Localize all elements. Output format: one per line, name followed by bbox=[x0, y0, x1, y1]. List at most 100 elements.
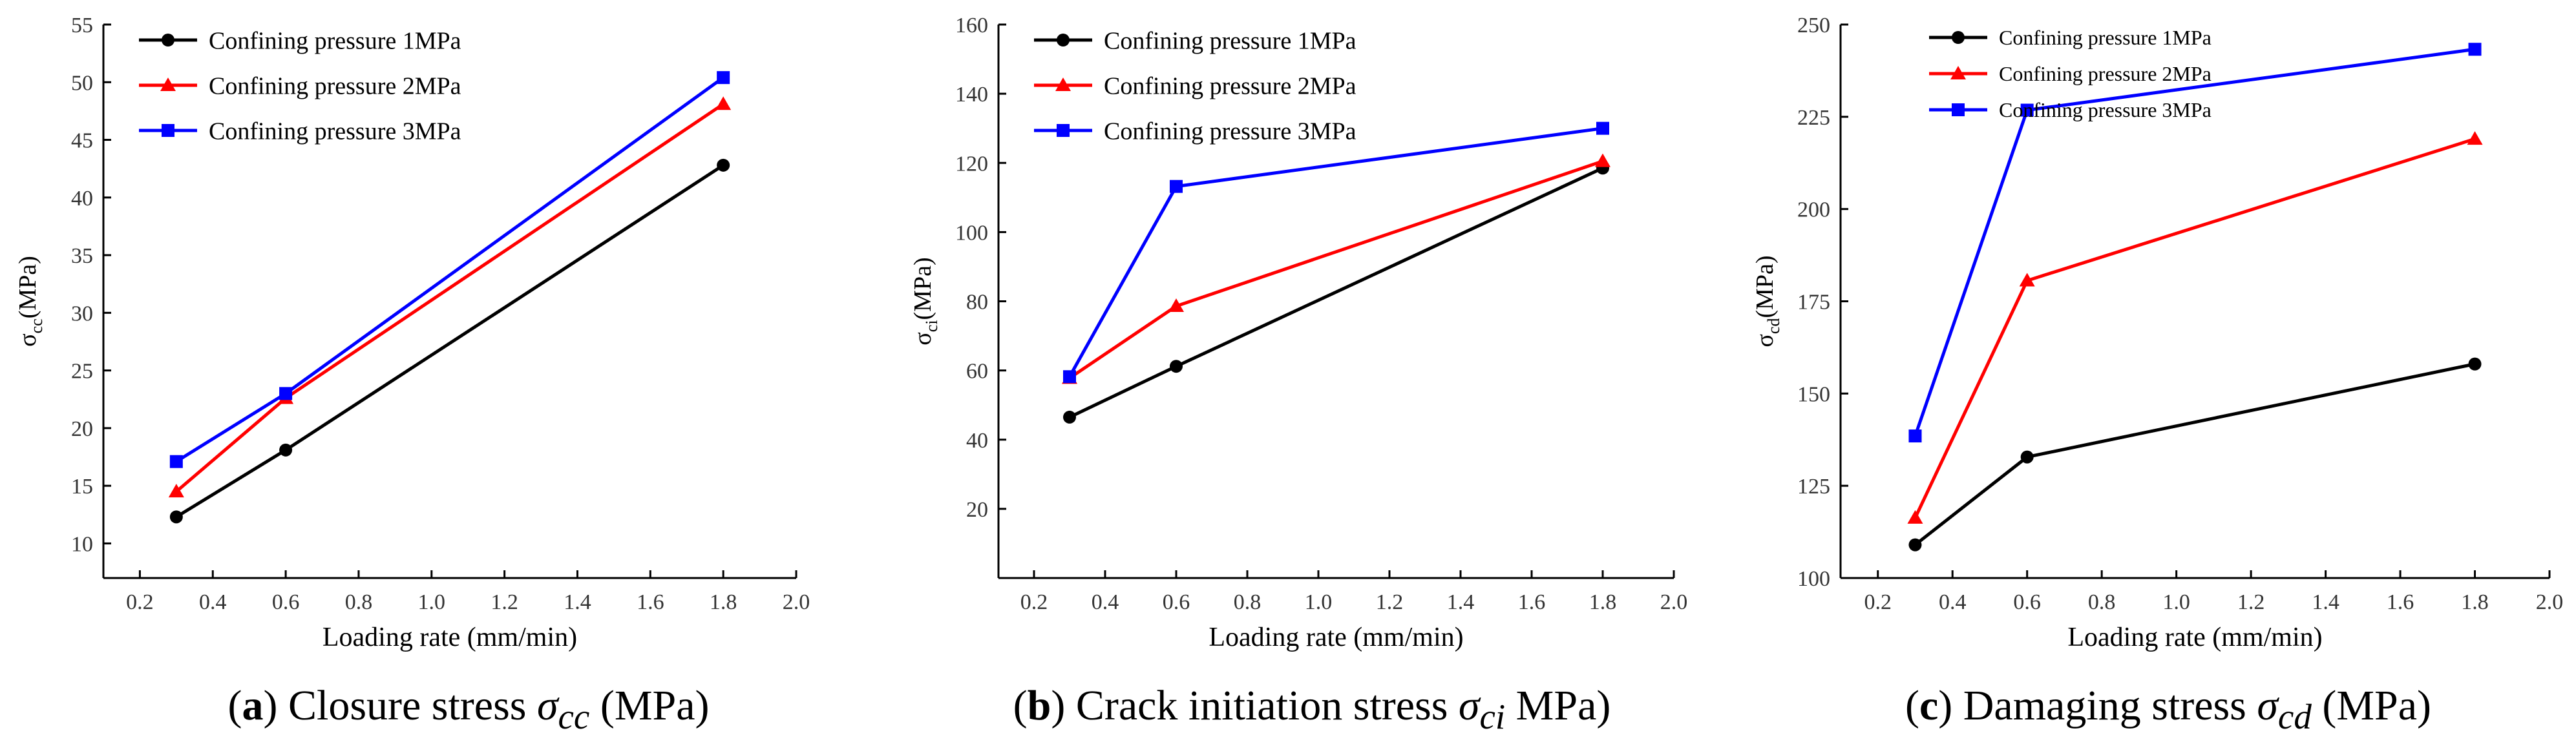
x-tick-label: 0.6 bbox=[272, 590, 300, 614]
x-tick-label: 1.6 bbox=[2387, 590, 2414, 614]
y-tick-label: 200 bbox=[1797, 198, 1830, 222]
x-tick-label: 0.8 bbox=[2088, 590, 2116, 614]
legend-label-2: Confining pressure 2MPa bbox=[1104, 72, 1357, 99]
data-point-series-1 bbox=[279, 443, 293, 457]
legend-marker bbox=[1057, 124, 1070, 137]
x-tick-label: 1.0 bbox=[1305, 590, 1333, 614]
y-tick-label: 20 bbox=[71, 417, 93, 441]
y-tick-label: 150 bbox=[1797, 382, 1830, 406]
series-line-1 bbox=[1068, 167, 1604, 419]
x-tick-label: 0.6 bbox=[1163, 590, 1190, 614]
legend-marker bbox=[162, 124, 174, 137]
data-point-series-1 bbox=[1170, 360, 1183, 373]
data-point-series-1 bbox=[2468, 357, 2482, 371]
y-tick-label: 45 bbox=[71, 129, 93, 153]
x-tick-label: 0.6 bbox=[2013, 590, 2041, 614]
data-point-series-3 bbox=[1596, 121, 1609, 135]
y-tick-label: 160 bbox=[955, 14, 988, 37]
x-tick-label: 1.8 bbox=[2461, 590, 2489, 614]
x-tick-label: 0.2 bbox=[1020, 590, 1048, 614]
data-point-series-1 bbox=[1063, 410, 1076, 424]
legend-marker bbox=[1950, 66, 1966, 79]
x-tick-label: 0.2 bbox=[1864, 590, 1892, 614]
data-point-series-2 bbox=[2019, 273, 2035, 287]
y-tick-label: 30 bbox=[71, 302, 93, 326]
legend-marker bbox=[162, 34, 174, 46]
x-axis-label: Loading rate (mm/min) bbox=[1209, 623, 1463, 652]
x-axis-label: Loading rate (mm/min) bbox=[2067, 623, 2322, 652]
y-axis-label: σcd(MPa) bbox=[1751, 255, 1783, 347]
data-point-series-3 bbox=[717, 71, 730, 85]
x-tick-label: 1.0 bbox=[418, 590, 446, 614]
x-tick-label: 1.4 bbox=[1447, 590, 1475, 614]
legend-marker bbox=[1952, 31, 1965, 44]
data-point-series-1 bbox=[2020, 450, 2034, 464]
legend-label-3: Confining pressure 3MPa bbox=[1104, 118, 1357, 145]
x-tick-label: 0.4 bbox=[199, 590, 227, 614]
data-point-series-2 bbox=[1907, 510, 1923, 524]
legend-label-3: Confining pressure 3MPa bbox=[209, 118, 461, 145]
caption-b: (b) Crack initiation stress σci MPa) bbox=[1013, 682, 1611, 737]
x-tick-label: 1.6 bbox=[1518, 590, 1546, 614]
x-tick-label: 0.4 bbox=[1939, 590, 1967, 614]
x-tick-label: 1.2 bbox=[1376, 590, 1404, 614]
data-point-series-2 bbox=[2467, 131, 2483, 145]
data-point-series-3 bbox=[1908, 429, 1922, 443]
y-tick-label: 175 bbox=[1797, 291, 1830, 315]
y-tick-label: 80 bbox=[966, 291, 988, 315]
y-tick-label: 50 bbox=[71, 71, 93, 95]
x-tick-label: 1.4 bbox=[2312, 590, 2339, 614]
data-point-series-2 bbox=[715, 96, 732, 110]
legend-marker bbox=[1055, 78, 1071, 91]
x-axis-label: Loading rate (mm/min) bbox=[322, 623, 577, 652]
legend-marker bbox=[160, 78, 176, 91]
data-point-series-2 bbox=[168, 484, 184, 498]
data-point-series-3 bbox=[279, 387, 293, 400]
data-point-series-3 bbox=[2468, 43, 2482, 56]
chart-a: 0.2 0.4 0.6 0.8 1.0 1.2 1.4 1.6 1.8 2.0 10 15 20 25 30… bbox=[14, 14, 810, 652]
y-tick-label: 100 bbox=[955, 221, 988, 245]
data-point-series-2 bbox=[1595, 153, 1610, 167]
x-tick-label: 0.8 bbox=[1234, 590, 1262, 614]
data-point-series-2 bbox=[1168, 298, 1184, 312]
y-tick-label: 40 bbox=[966, 429, 988, 453]
series-line-1 bbox=[175, 163, 724, 519]
series-line-1 bbox=[1914, 362, 2476, 546]
data-point-series-1 bbox=[169, 510, 183, 524]
x-tick-label: 2.0 bbox=[2536, 590, 2564, 614]
series-line-2 bbox=[1068, 160, 1603, 380]
x-tick-label: 2.0 bbox=[1660, 590, 1688, 614]
legend-label-1: Confining pressure 1MPa bbox=[209, 27, 461, 54]
legend-label-2: Confining pressure 2MPa bbox=[1999, 62, 2212, 85]
data-point-series-1 bbox=[717, 158, 730, 172]
x-tick-label: 1.8 bbox=[1589, 590, 1617, 614]
x-tick-label: 1.4 bbox=[564, 590, 591, 614]
y-tick-label: 100 bbox=[1797, 567, 1830, 591]
legend-marker bbox=[1057, 34, 1070, 46]
y-axis-label: σci(MPa) bbox=[909, 257, 941, 345]
data-point-series-3 bbox=[2020, 103, 2034, 117]
x-tick-label: 0.8 bbox=[345, 590, 373, 614]
chart-b: 0.2 0.4 0.6 0.8 1.0 1.2 1.4 1.6 1.8 2.0 20 40 60 80 10… bbox=[909, 14, 1687, 652]
y-tick-label: 225 bbox=[1797, 106, 1830, 130]
legend-label-2: Confining pressure 2MPa bbox=[209, 72, 461, 99]
legend-label-1: Confining pressure 1MPa bbox=[1104, 27, 1357, 54]
y-tick-label: 20 bbox=[966, 498, 988, 522]
y-tick-label: 125 bbox=[1797, 475, 1830, 499]
x-tick-label: 0.4 bbox=[1092, 590, 1119, 614]
legend-label-1: Confining pressure 1MPa bbox=[1999, 26, 2212, 49]
x-tick-label: 0.2 bbox=[126, 590, 154, 614]
y-tick-label: 10 bbox=[71, 532, 93, 556]
y-tick-label: 15 bbox=[71, 475, 93, 499]
y-tick-label: 55 bbox=[71, 14, 93, 37]
caption-a: (a) Closure stress σcc (MPa) bbox=[227, 682, 710, 737]
x-tick-label: 1.2 bbox=[2237, 590, 2265, 614]
legend-label-3: Confining pressure 3MPa bbox=[1999, 98, 2212, 121]
y-tick-label: 60 bbox=[966, 360, 988, 384]
y-tick-label: 40 bbox=[71, 187, 93, 211]
y-tick-label: 35 bbox=[71, 244, 93, 268]
legend-marker bbox=[1952, 103, 1965, 116]
data-point-series-3 bbox=[1170, 180, 1183, 193]
series-line-2 bbox=[175, 103, 724, 493]
